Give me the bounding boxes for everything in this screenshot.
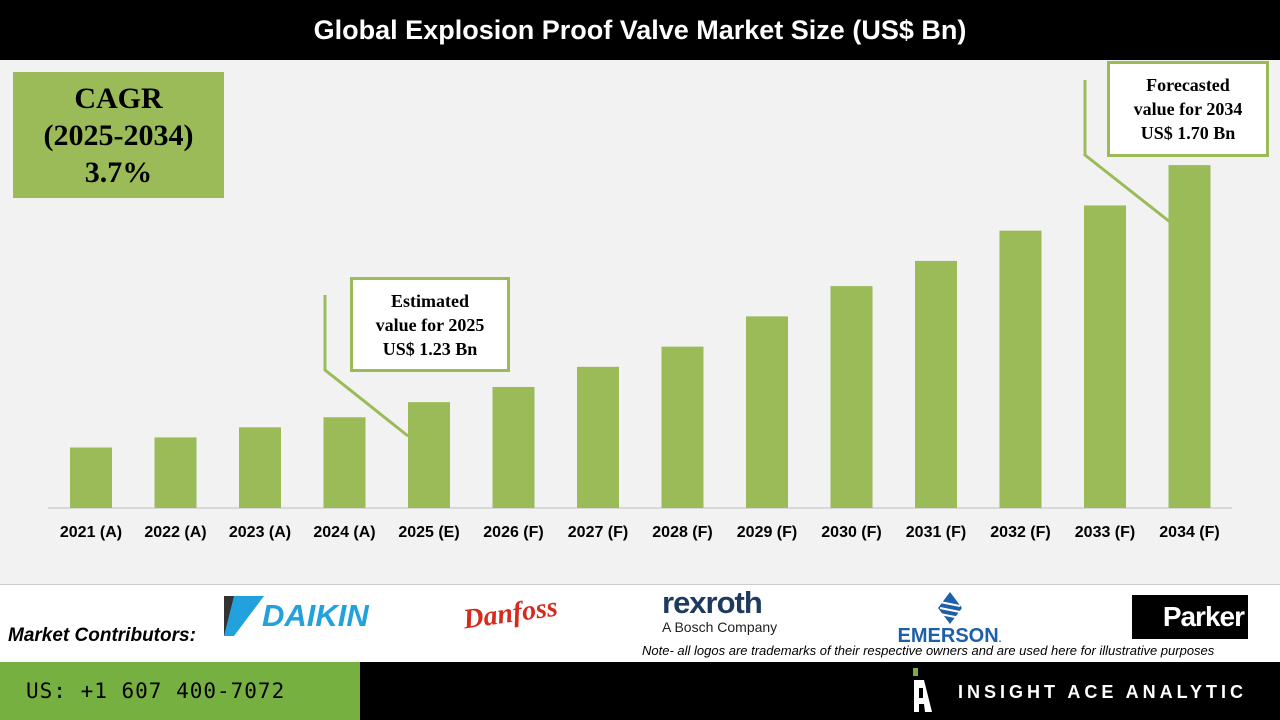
estimated-connector — [323, 295, 409, 438]
x-tick-label: 2024 (A) — [313, 524, 375, 541]
callout-line: value for 2025 — [375, 315, 485, 335]
emerson-logo: EMERSON. — [882, 592, 1017, 648]
bar — [1084, 205, 1126, 508]
phone-number[interactable]: US: +1 607 400-7072 — [0, 662, 360, 720]
bar — [70, 447, 112, 508]
danfoss-logo: Danfoss — [461, 591, 560, 636]
forecasted-callout: Forecasted value for 2034 US$ 1.70 Bn — [1107, 61, 1269, 157]
bar — [999, 230, 1042, 508]
cagr-value: 3.7% — [84, 156, 153, 189]
parker-logo: Parker — [1132, 595, 1248, 639]
daikin-logo: DAIKIN — [224, 596, 410, 636]
x-tick-label: 2033 (F) — [1075, 524, 1135, 541]
callout-line: value for 2034 — [1133, 99, 1243, 119]
x-tick-label: 2025 (E) — [398, 524, 459, 541]
cagr-period: (2025-2034) — [43, 119, 194, 152]
contributors-label: Market Contributors: — [8, 625, 196, 646]
x-tick-label: 2032 (F) — [990, 524, 1050, 541]
callout-value: US$ 1.70 Bn — [1140, 123, 1236, 143]
estimated-callout: Estimated value for 2025 US$ 1.23 Bn — [350, 277, 510, 372]
bar — [323, 417, 366, 508]
x-tick-label: 2021 (A) — [60, 524, 122, 541]
bar — [408, 402, 450, 508]
bar — [746, 316, 788, 508]
bar — [577, 366, 619, 508]
insight-ace-logo-icon — [913, 668, 932, 712]
x-tick-label: 2031 (F) — [906, 524, 966, 541]
x-tick-label: 2026 (F) — [483, 524, 543, 541]
x-tick-label: 2023 (A) — [229, 524, 291, 541]
chart-title: Global Explosion Proof Valve Market Size… — [0, 0, 1280, 60]
bar — [154, 437, 197, 508]
x-tick-label: 2027 (F) — [568, 524, 628, 541]
x-tick-label: 2030 (F) — [821, 524, 881, 541]
x-tick-label: 2028 (F) — [652, 524, 712, 541]
cagr-box: CAGR (2025-2034) 3.7% — [13, 72, 224, 198]
bar — [239, 427, 281, 508]
x-tick-label: 2022 (A) — [144, 524, 206, 541]
callout-line: Forecasted — [1146, 75, 1230, 95]
x-tick-label: 2029 (F) — [737, 524, 797, 541]
bar — [830, 286, 873, 508]
trademark-note: Note- all logos are trademarks of their … — [642, 643, 1215, 658]
footer-bar — [360, 662, 1280, 720]
forecasted-connector — [1083, 80, 1171, 224]
rexroth-logo: rexroth A Bosch Company — [662, 585, 778, 635]
bar — [1168, 165, 1211, 508]
bar — [661, 346, 704, 508]
bar-chart: 2021 (A) 2022 (A) 2023 (A) 2024 (A) 2025 (E)… — [48, 80, 1232, 541]
callout-value: US$ 1.23 Bn — [382, 339, 478, 359]
cagr-label: CAGR — [74, 82, 163, 115]
callout-line: Estimated — [391, 291, 469, 311]
x-tick-label: 2034 (F) — [1159, 524, 1219, 541]
brand-name: INSIGHT ACE ANALYTIC — [958, 682, 1248, 702]
bar — [915, 260, 957, 508]
bar — [492, 386, 535, 508]
